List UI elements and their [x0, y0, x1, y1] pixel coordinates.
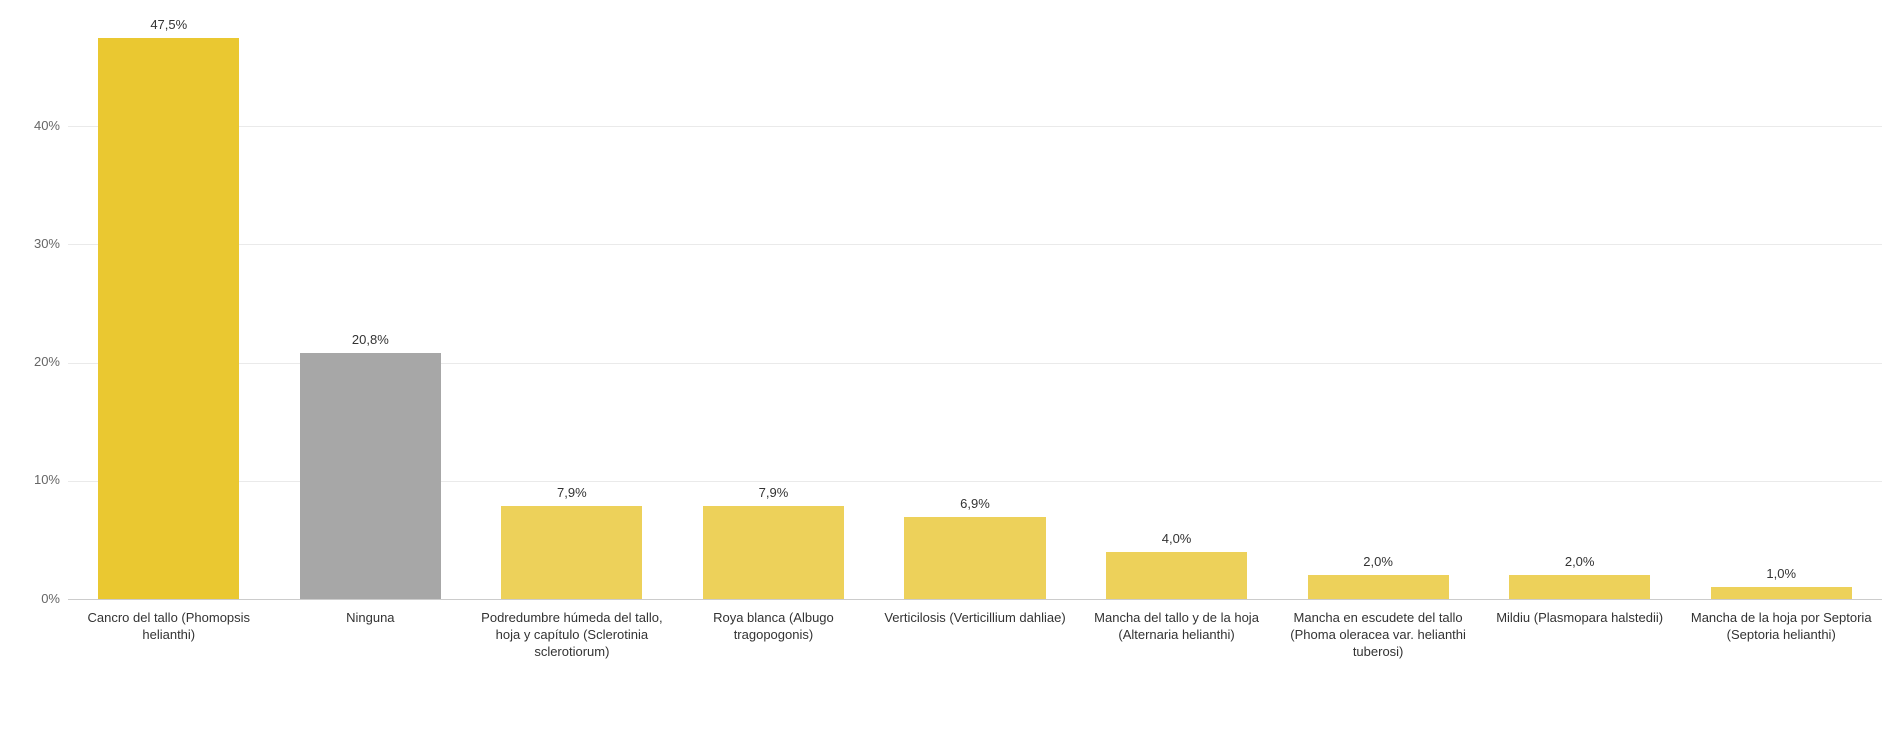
bar[interactable] — [98, 38, 239, 599]
bar-value-label: 6,9% — [960, 496, 990, 511]
x-axis-label: Podredumbre húmeda del tallo, hoja y cap… — [477, 609, 667, 660]
y-axis-tick: 30% — [0, 236, 60, 251]
bar-value-label: 4,0% — [1162, 531, 1192, 546]
bar-value-label: 1,0% — [1766, 566, 1796, 581]
bar[interactable] — [1308, 575, 1449, 599]
bar[interactable] — [501, 506, 642, 599]
x-axis-label: Cancro del tallo (Phomopsis helianthi) — [74, 609, 264, 643]
grid-line — [68, 244, 1882, 245]
bar-value-label: 47,5% — [150, 17, 187, 32]
x-axis-baseline — [68, 599, 1882, 600]
y-axis-tick: 10% — [0, 472, 60, 487]
x-axis-label: Mancha de la hoja por Septoria (Septoria… — [1686, 609, 1876, 643]
x-axis-label: Mancha en escudete del tallo (Phoma oler… — [1283, 609, 1473, 660]
bar-value-label: 7,9% — [759, 485, 789, 500]
bar-value-label: 2,0% — [1565, 554, 1595, 569]
bar[interactable] — [300, 353, 441, 599]
bar-chart: 47,5% 20,8% 7,9% 7,9% 6,9% 4,0% 2,0% 2,0% 1,0% 0%… — [0, 0, 1887, 744]
x-axis-label: Roya blanca (Albugo tragopogonis) — [678, 609, 868, 643]
bar[interactable] — [1711, 587, 1852, 599]
bar-value-label: 20,8% — [352, 332, 389, 347]
y-axis-tick: 0% — [0, 591, 60, 606]
plot-area: 47,5% 20,8% 7,9% 7,9% 6,9% 4,0% 2,0% 2,0% 1,0% — [68, 8, 1882, 599]
y-axis-tick: 20% — [0, 354, 60, 369]
x-axis-label: Mildiu (Plasmopara halstedii) — [1485, 609, 1675, 626]
bar-value-label: 2,0% — [1363, 554, 1393, 569]
y-axis-tick: 40% — [0, 118, 60, 133]
bar[interactable] — [904, 517, 1045, 599]
grid-line — [68, 126, 1882, 127]
bar[interactable] — [703, 506, 844, 599]
x-axis-label: Mancha del tallo y de la hoja (Alternari… — [1082, 609, 1272, 643]
bar[interactable] — [1106, 552, 1247, 599]
x-axis-label: Verticilosis (Verticillium dahliae) — [880, 609, 1070, 626]
x-axis-label: Ninguna — [275, 609, 465, 626]
bar[interactable] — [1509, 575, 1650, 599]
bar-value-label: 7,9% — [557, 485, 587, 500]
